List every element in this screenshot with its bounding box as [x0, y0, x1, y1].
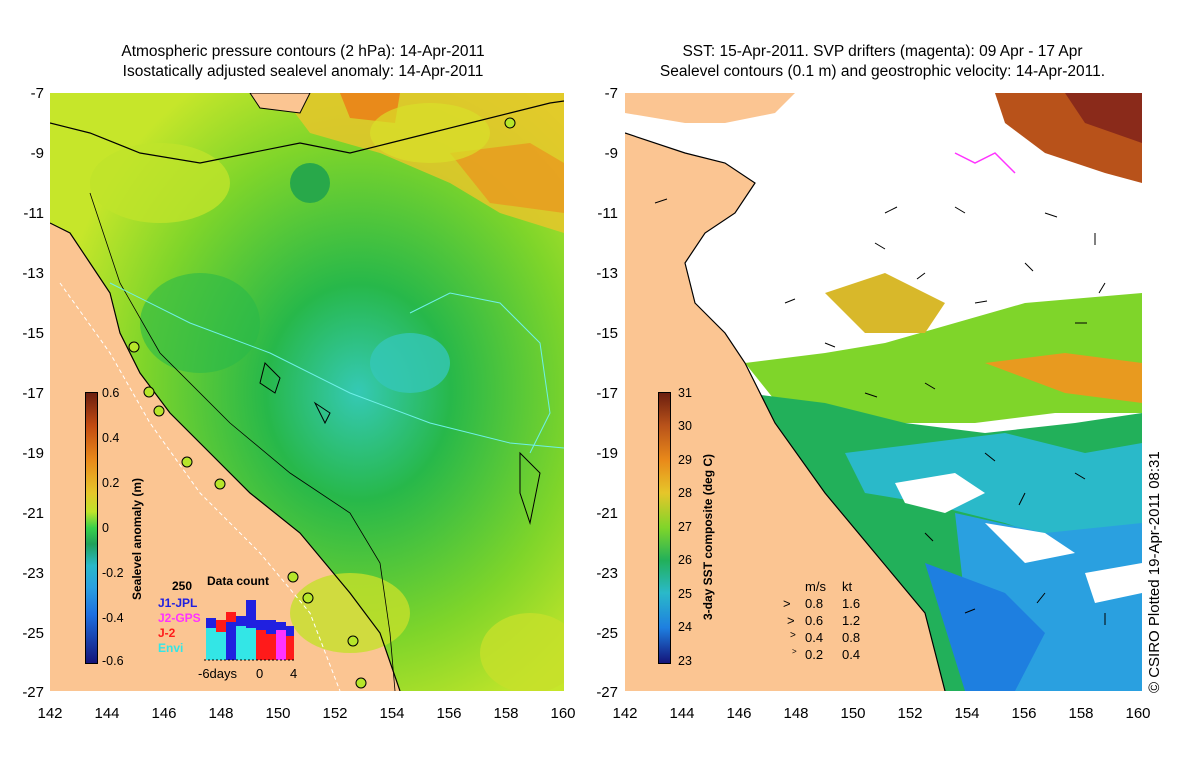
data-count-series-j1: J1-JPL	[158, 596, 198, 610]
sealevel-anomaly-map-graphic	[50, 93, 564, 691]
right-y-tick: -15	[596, 325, 618, 342]
sealevel-colorbar-tick: -0.2	[102, 566, 124, 580]
velocity-legend-arrow: >	[792, 647, 797, 656]
left-x-tick: 158	[493, 705, 519, 722]
velocity-legend-kt: 1.2	[842, 613, 861, 628]
sealevel-colorbar-tick: -0.4	[102, 611, 124, 625]
sst-colorbar-tick: 30	[678, 419, 692, 433]
velocity-legend-arrow: >	[787, 613, 795, 628]
left-y-tick: -11	[23, 205, 44, 222]
left-title-line1: Atmospheric pressure contours (2 hPa): 1…	[121, 43, 485, 60]
data-count-xtick: -6days	[198, 666, 238, 681]
left-x-tick: 148	[208, 705, 234, 722]
left-x-tick: 146	[151, 705, 177, 722]
data-count-bars	[204, 600, 296, 661]
left-title-line2: Isostatically adjusted sealevel anomaly:…	[122, 63, 484, 80]
data-count-stack	[206, 600, 294, 660]
sealevel-colorbar-tick: 0	[102, 521, 109, 535]
right-x-tick: 148	[783, 705, 809, 722]
left-y-tick: -25	[22, 625, 44, 642]
sst-colorbar-tick: 24	[678, 620, 692, 634]
right-x-tick: 142	[612, 705, 638, 722]
right-y-tick: -9	[604, 145, 618, 162]
velocity-arrows	[654, 198, 1106, 625]
right-x-tick: 150	[840, 705, 866, 722]
left-x-tick: 152	[322, 705, 348, 722]
left-y-tick: -9	[30, 145, 44, 162]
sealevel-colorbar-tick: 0.2	[102, 476, 120, 490]
sealevel-colorbar	[85, 392, 98, 664]
sst-colorbar-tick: 25	[678, 587, 692, 601]
sst-colorbar-tick: 29	[678, 453, 692, 467]
velocity-legend-arrow: >	[783, 596, 791, 611]
left-y-tick: -15	[22, 325, 44, 342]
sst-map-graphic	[625, 93, 1142, 691]
right-title-line2: Sealevel contours (0.1 m) and geostrophi…	[659, 63, 1106, 80]
sst-colorbar-tick: 28	[678, 486, 692, 500]
left-x-tick: 154	[379, 705, 405, 722]
left-x-tick: 150	[265, 705, 291, 722]
left-y-tick: -17	[22, 385, 44, 402]
velocity-legend-ms: 0.4	[805, 630, 824, 645]
left-y-tick: -19	[22, 445, 44, 462]
sst-colorbar-tick: 27	[678, 520, 692, 534]
right-title-line1: SST: 15-Apr-2011. SVP drifters (magenta)…	[682, 43, 1083, 60]
velocity-legend-kt: 0.4	[842, 647, 861, 662]
left-y-tick: -13	[22, 265, 44, 282]
data-count-xtick: 0	[256, 666, 264, 681]
left-x-tick: 160	[550, 705, 576, 722]
data-count-title: Data count	[207, 574, 270, 588]
data-count-series-j2: J-2	[158, 626, 176, 640]
velocity-legend-kt: 0.8	[842, 630, 861, 645]
left-y-tick: -21	[22, 505, 44, 522]
right-x-tick: 156	[1011, 705, 1037, 722]
data-count-max: 250	[172, 579, 193, 593]
right-x-tick: 152	[897, 705, 923, 722]
sst-colorbar-tick: 23	[678, 654, 692, 668]
right-x-tick: 154	[954, 705, 980, 722]
sealevel-colorbar-label: Sealevel anomaly (m)	[130, 477, 144, 600]
sst-colorbar	[658, 392, 671, 664]
velocity-legend-arrow: >	[790, 630, 796, 641]
right-x-tick: 144	[669, 705, 695, 722]
sst-colorbar-label: 3-day SST composite (deg C)	[701, 453, 715, 620]
left-x-tick: 142	[37, 705, 63, 722]
velocity-legend-ms: 0.6	[805, 613, 824, 628]
right-y-tick: -19	[596, 445, 618, 462]
data-count-xtick: 4	[290, 666, 298, 681]
velocity-legend-kt: 1.6	[842, 596, 861, 611]
credit-text: © CSIRO Plotted 19-Apr-2011 08:31	[1146, 451, 1163, 693]
right-y-tick: -23	[596, 565, 618, 582]
right-y-tick: -7	[604, 85, 618, 102]
data-count-series-envi: Envi	[158, 641, 184, 655]
sst-map[interactable]	[625, 93, 1142, 691]
right-y-tick: -25	[596, 625, 618, 642]
sst-colorbar-tick: 31	[678, 386, 692, 400]
right-y-tick: -11	[597, 205, 618, 222]
right-y-tick: -27	[596, 684, 618, 701]
right-x-tick: 146	[726, 705, 752, 722]
left-y-tick: -7	[30, 85, 44, 102]
velocity-legend-header-ms: m/s	[805, 579, 826, 594]
right-x-tick: 160	[1125, 705, 1151, 722]
right-y-tick: -13	[596, 265, 618, 282]
sst-colorbar-tick: 26	[678, 553, 692, 567]
velocity-legend-ms: 0.8	[805, 596, 824, 611]
sealevel-colorbar-tick: 0.6	[102, 386, 120, 400]
right-y-tick: -21	[596, 505, 618, 522]
left-x-tick: 144	[94, 705, 120, 722]
left-x-tick: 156	[436, 705, 462, 722]
sealevel-colorbar-tick: 0.4	[102, 431, 120, 445]
left-y-tick: -23	[22, 565, 44, 582]
sealevel-colorbar-tick: -0.6	[102, 654, 124, 668]
data-count-series-j2gps: J2-GPS	[158, 611, 201, 625]
right-y-tick: -17	[596, 385, 618, 402]
left-y-tick: -27	[22, 684, 44, 701]
sealevel-anomaly-map[interactable]	[50, 93, 564, 691]
velocity-legend-ms: 0.2	[805, 647, 824, 662]
right-x-tick: 158	[1068, 705, 1094, 722]
velocity-legend-header-kt: kt	[842, 579, 853, 594]
